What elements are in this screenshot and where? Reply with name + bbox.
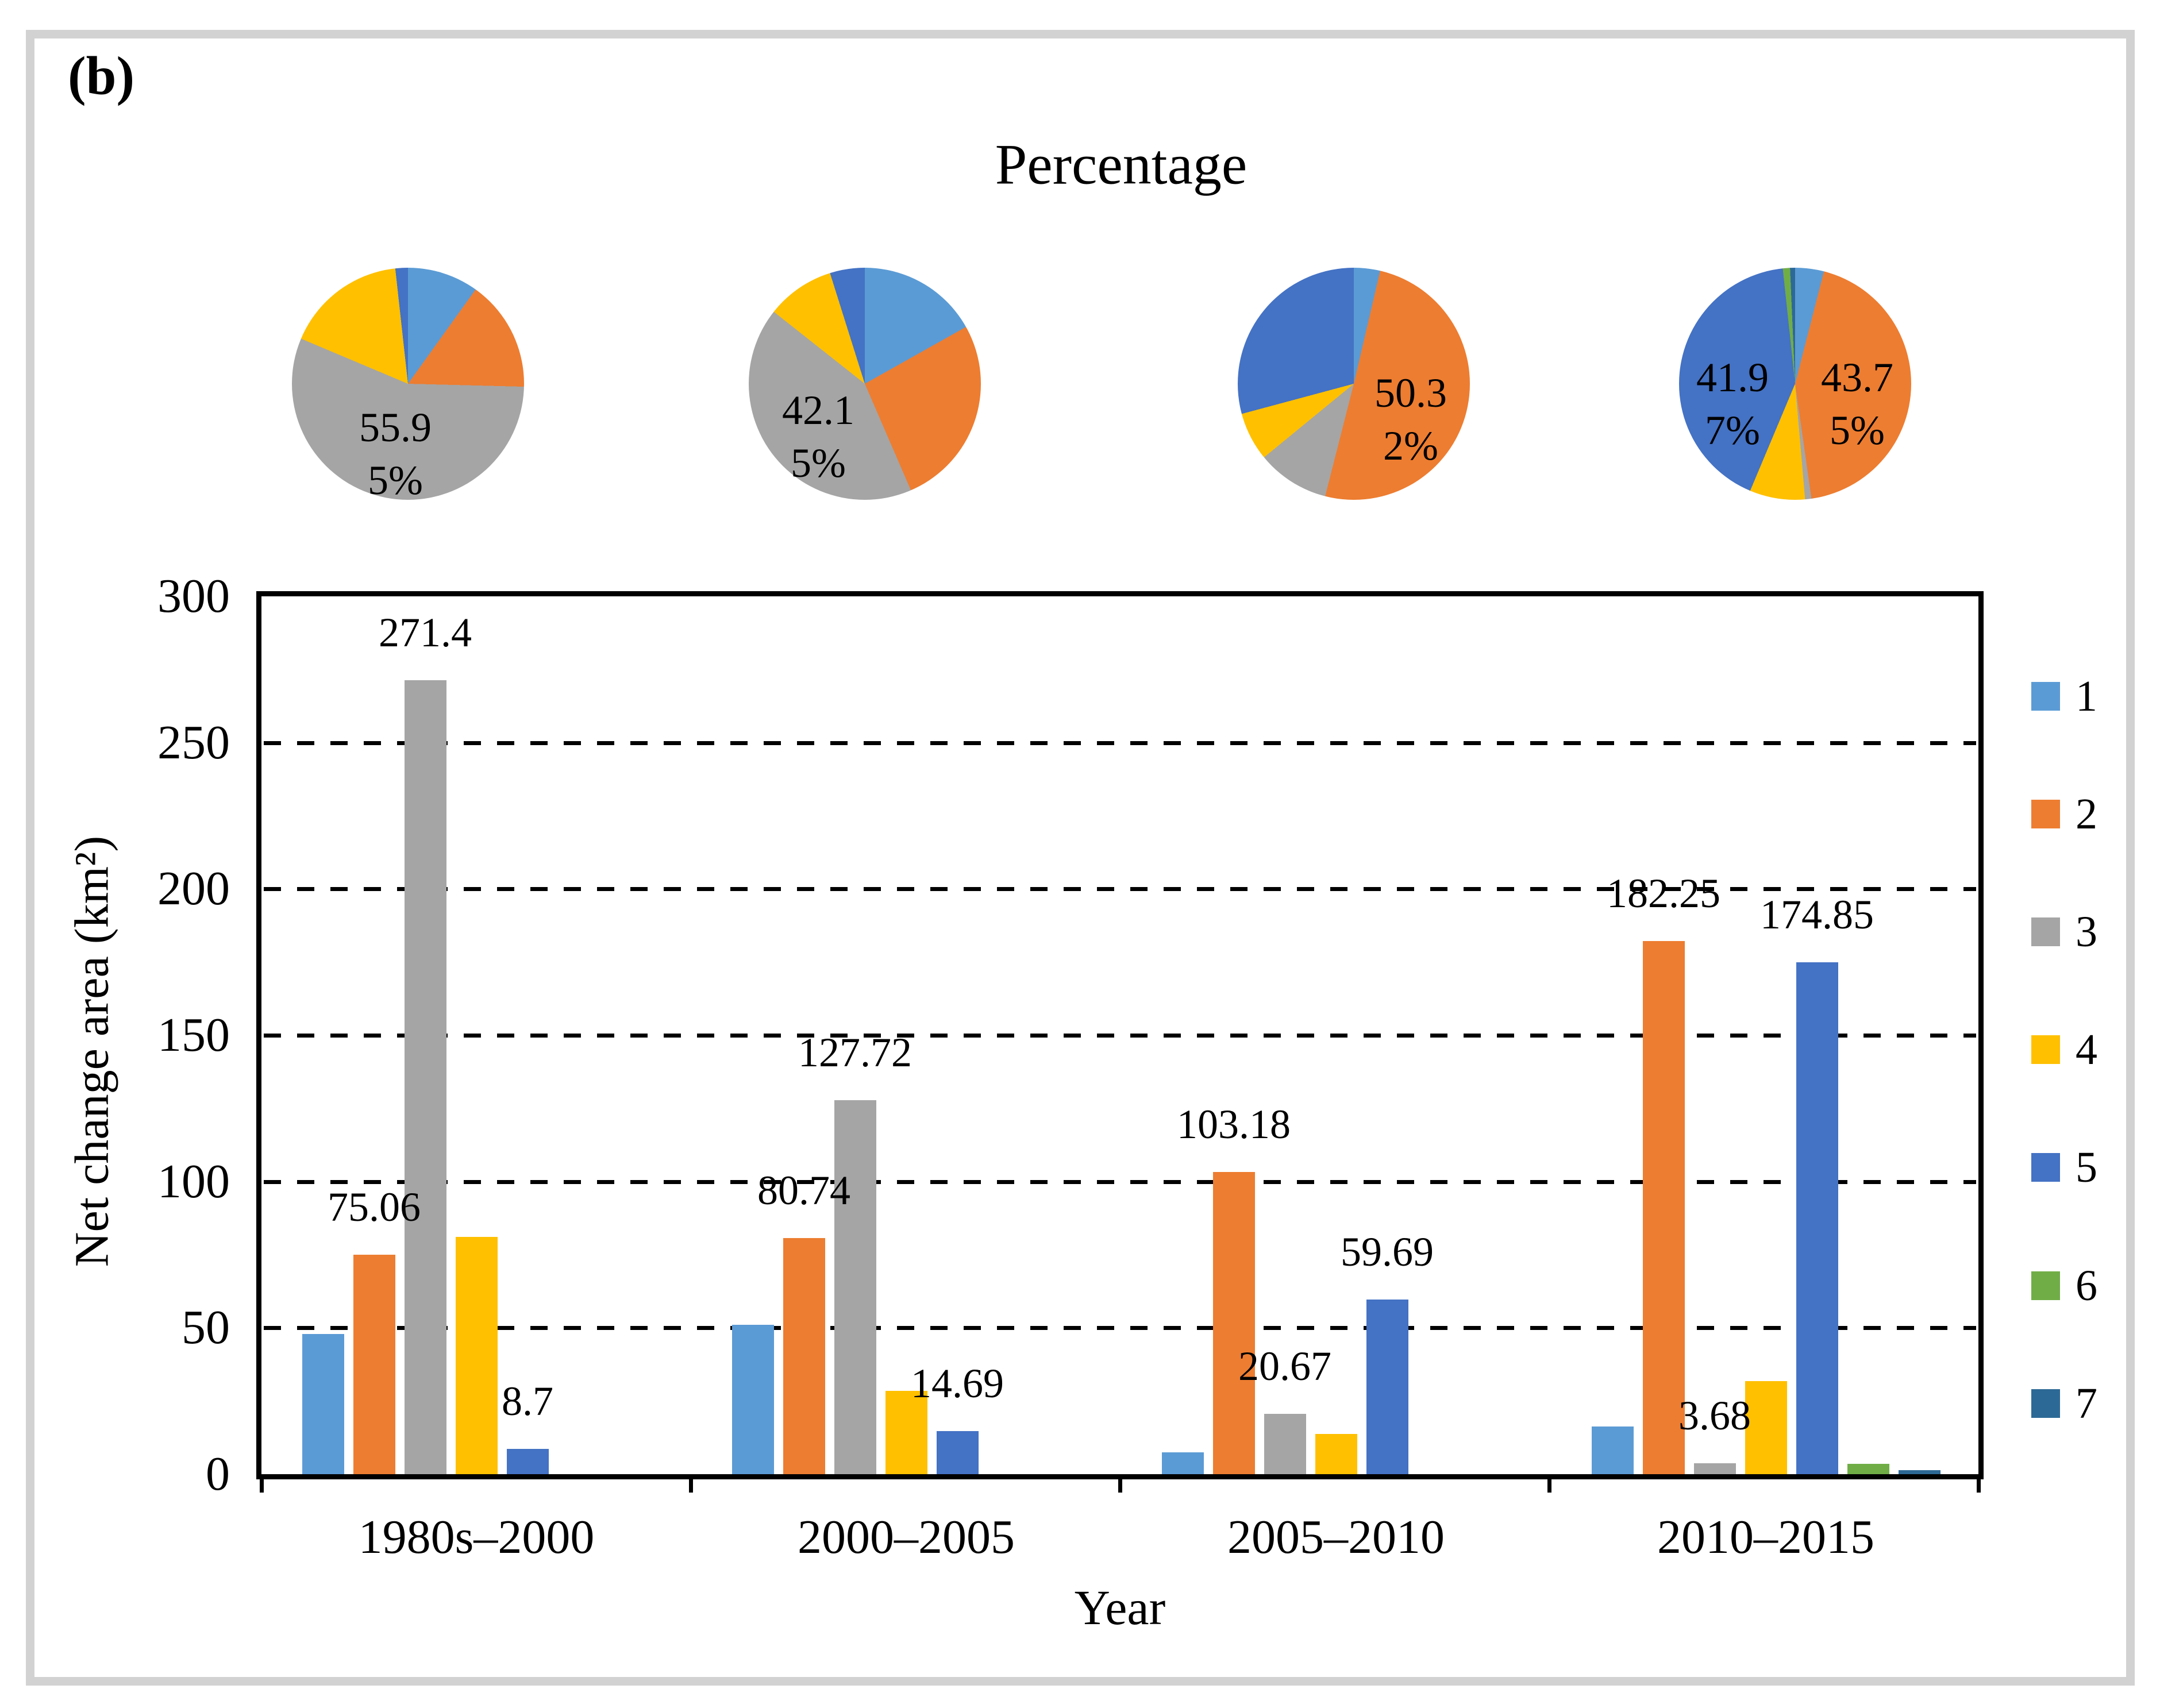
x-axis-tick	[1547, 1474, 1551, 1493]
pie-slice-label: 42.1 5%	[782, 384, 854, 489]
bar-series3-cat3	[1693, 1463, 1736, 1474]
bar-series5-cat3	[1796, 962, 1838, 1474]
pie-slice-label-line: 50.3	[1374, 370, 1447, 416]
bar-series2-cat1	[783, 1237, 825, 1474]
x-category-label: 2005–2010	[1227, 1510, 1445, 1564]
bar-series2-cat2	[1212, 1172, 1255, 1474]
gridline-50	[264, 1326, 1976, 1331]
bar-series4-cat3	[1745, 1381, 1787, 1474]
figure-label: (b)	[68, 45, 135, 106]
pie-chart-cat0	[292, 268, 524, 500]
pie-slice-label-line: 5%	[368, 457, 423, 503]
pie-slice-label: 43.7 5%	[1821, 351, 1893, 457]
bar-series6-cat3	[1847, 1464, 1889, 1474]
legend-label-6: 6	[2076, 1262, 2097, 1310]
legend-swatch-1	[2031, 682, 2060, 711]
legend-label-5: 5	[2076, 1143, 2097, 1192]
bar-value-label: 75.06	[328, 1183, 421, 1230]
bar-series4-cat2	[1315, 1433, 1357, 1474]
bar-series1-cat2	[1161, 1452, 1204, 1474]
gridline-200	[264, 887, 1976, 892]
legend-swatch-4	[2031, 1035, 2060, 1064]
bar-series5-cat1	[936, 1431, 979, 1474]
bar-series5-cat2	[1366, 1299, 1408, 1474]
x-axis-tick	[1977, 1474, 1981, 1493]
pie-chart-cat3	[1679, 268, 1911, 500]
x-axis-title: Year	[1074, 1580, 1166, 1635]
bar-series1-cat3	[1591, 1426, 1634, 1474]
gridline-150	[264, 1034, 1976, 1038]
bar-series4-cat1	[885, 1390, 927, 1474]
pie-slice-label-line: 55.9	[359, 404, 432, 450]
bar-series1-cat0	[302, 1333, 344, 1474]
pie-slice-label: 41.9 7%	[1696, 351, 1769, 457]
bar-value-label: 59.69	[1341, 1228, 1434, 1275]
y-tick-label-300: 300	[157, 569, 230, 623]
pie-chart-cat2	[1238, 268, 1470, 500]
bar-series1-cat1	[731, 1325, 774, 1474]
y-tick-label-250: 250	[157, 715, 230, 769]
bar-value-label: 271.4	[379, 609, 472, 656]
x-axis-tick	[1118, 1474, 1122, 1493]
bar-value-label: 3.68	[1678, 1393, 1751, 1439]
bar-value-label: 127.72	[798, 1030, 912, 1076]
bar-series5-cat0	[506, 1448, 549, 1474]
pie-section-title: Percentage	[995, 132, 1248, 196]
y-tick-label-0: 0	[206, 1447, 230, 1501]
legend-swatch-7	[2031, 1389, 2060, 1418]
y-tick-label-200: 200	[157, 862, 230, 916]
bar-series2-cat0	[353, 1254, 395, 1474]
gridline-250	[264, 741, 1976, 745]
pie-slice-label-line: 5%	[791, 440, 846, 486]
pie-slice-label: 55.9 5%	[359, 401, 432, 507]
pie-slice-label-line: 43.7	[1821, 354, 1893, 400]
x-category-label: 2000–2005	[798, 1510, 1015, 1564]
y-tick-label-50: 50	[182, 1301, 230, 1355]
legend-swatch-5	[2031, 1153, 2060, 1182]
pie-slice-label-line: 2%	[1383, 423, 1438, 469]
bar-value-label: 20.67	[1238, 1343, 1331, 1389]
figure-border	[26, 30, 2135, 1686]
x-category-label: 2010–2015	[1657, 1510, 1874, 1564]
legend-label-7: 7	[2076, 1379, 2097, 1428]
x-axis-tick	[689, 1474, 693, 1493]
bar-value-label: 8.7	[502, 1378, 553, 1424]
bar-series7-cat3	[1898, 1470, 1940, 1474]
legend-swatch-2	[2031, 800, 2060, 828]
y-tick-label-100: 100	[157, 1154, 230, 1208]
legend-label-1: 1	[2076, 672, 2097, 720]
bar-series4-cat0	[455, 1237, 498, 1474]
x-category-label: 1980s–2000	[358, 1510, 595, 1564]
bar-series3-cat2	[1264, 1413, 1306, 1474]
pie-slice-label-line: 41.9	[1696, 354, 1769, 400]
pie-slice-label-line: 5%	[1830, 407, 1885, 453]
legend-label-4: 4	[2076, 1025, 2097, 1074]
bar-value-label: 14.69	[911, 1360, 1004, 1407]
bar-value-label: 80.74	[757, 1167, 850, 1213]
gridline-100	[264, 1179, 1976, 1184]
pie-chart-cat1	[749, 268, 981, 500]
bar-series3-cat1	[834, 1100, 876, 1474]
bar-value-label: 182.25	[1607, 870, 1720, 916]
bar-value-label: 103.18	[1177, 1101, 1291, 1148]
legend-swatch-3	[2031, 917, 2060, 946]
bar-series3-cat0	[404, 680, 446, 1474]
legend-label-2: 2	[2076, 790, 2097, 838]
pie-slice-label-line: 7%	[1705, 407, 1760, 453]
bar-series2-cat3	[1642, 940, 1685, 1474]
legend-swatch-6	[2031, 1271, 2060, 1300]
pie-slice-label: 50.3 2%	[1374, 367, 1447, 472]
bar-value-label: 174.85	[1760, 892, 1874, 938]
legend-label-3: 3	[2076, 908, 2097, 956]
y-tick-label-150: 150	[157, 1008, 230, 1062]
pie-slice-label-line: 42.1	[782, 387, 854, 433]
x-axis-tick	[260, 1474, 264, 1493]
